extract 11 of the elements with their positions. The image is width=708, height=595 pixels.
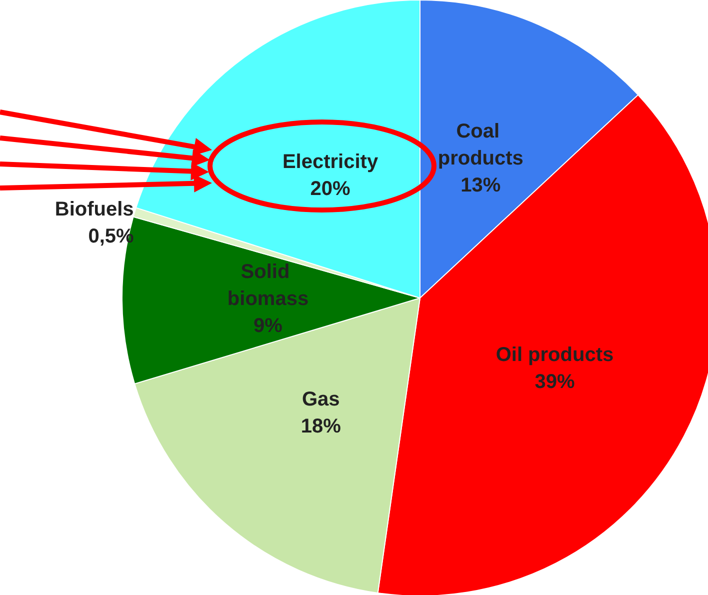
slice-label: Coal products — [438, 120, 524, 170]
slice-label: Gas — [302, 388, 340, 411]
data-label: 9% — [254, 315, 283, 338]
data-label: 39% — [534, 370, 575, 393]
slice-label: Oil products — [496, 344, 614, 366]
data-label: 18% — [300, 416, 342, 438]
slice-label: Electricity — [282, 150, 379, 173]
slice-label: Biofuels — [54, 198, 134, 221]
slice-label: Solid biomass — [227, 261, 309, 310]
data-label: 20% — [310, 178, 350, 200]
data-label: 13% — [460, 174, 501, 197]
